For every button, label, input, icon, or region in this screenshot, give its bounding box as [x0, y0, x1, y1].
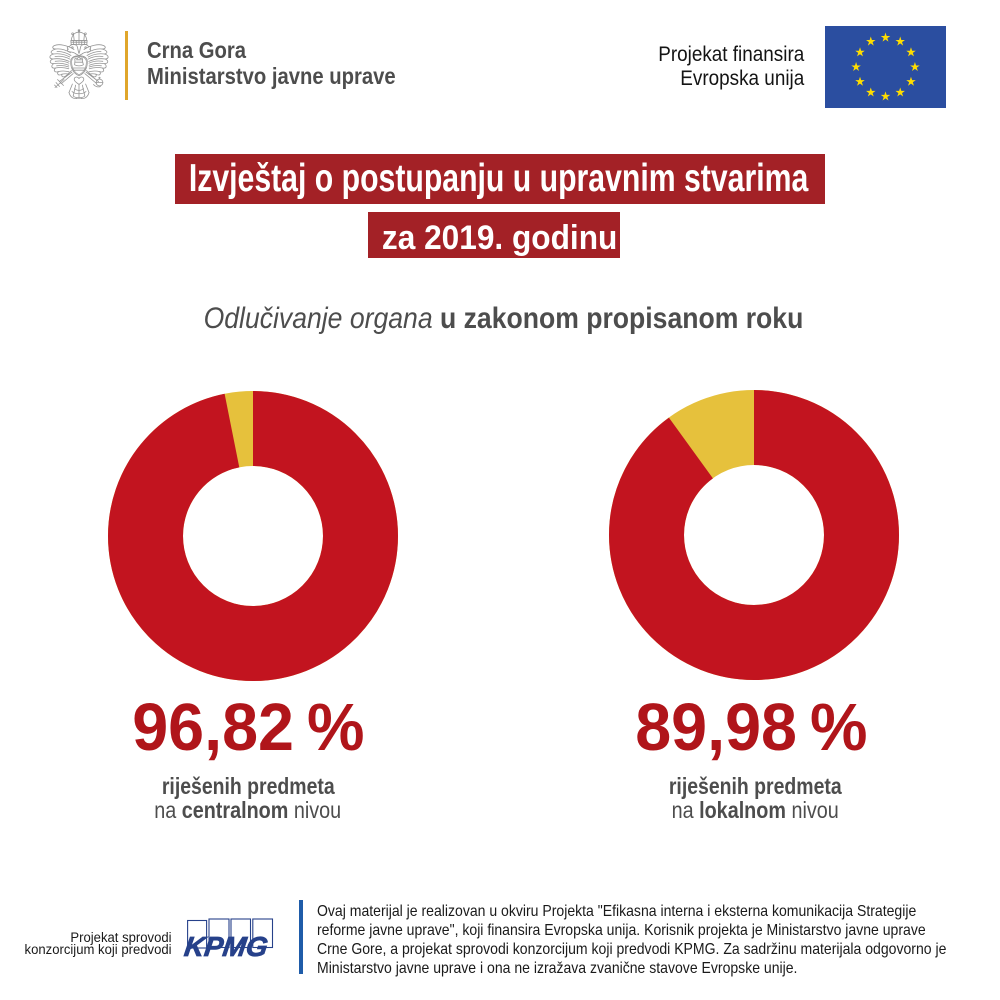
svg-text:KPMG: KPMG [183, 931, 270, 962]
